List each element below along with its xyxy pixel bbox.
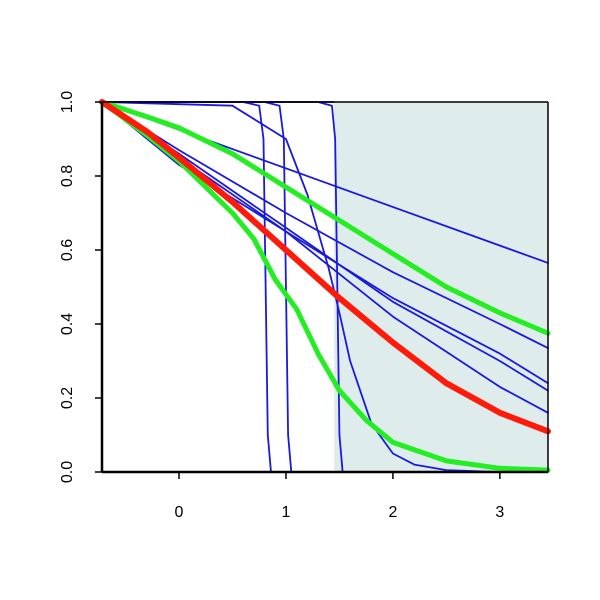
axis-layer: 0 1 2 3 0.0 0.2 0.4 0.6 0.8 1.0	[59, 91, 549, 521]
y-tick-label: 0.0	[59, 461, 76, 483]
y-tick-label: 0.6	[59, 239, 76, 261]
shaded-region-layer	[334, 102, 548, 472]
series-line-band-11	[99, 99, 551, 336]
x-tick-label: 3	[495, 504, 504, 521]
shaded-region	[334, 102, 548, 472]
x-tick-label: 2	[388, 504, 397, 521]
y-tick-label: 0.8	[59, 165, 76, 187]
x-tick-label: 0	[175, 504, 184, 521]
series-line-mean-10	[99, 99, 551, 435]
series-line-sample-1	[101, 101, 549, 349]
series-line-band-12	[99, 99, 551, 473]
x-tick-label: 1	[282, 504, 291, 521]
y-tick-label: 1.0	[59, 91, 76, 113]
y-tick-label: 0.2	[59, 387, 76, 409]
series-line-sample-5	[101, 101, 549, 473]
y-tick-label: 0.4	[59, 313, 76, 335]
series-line-sample-4	[101, 101, 549, 414]
